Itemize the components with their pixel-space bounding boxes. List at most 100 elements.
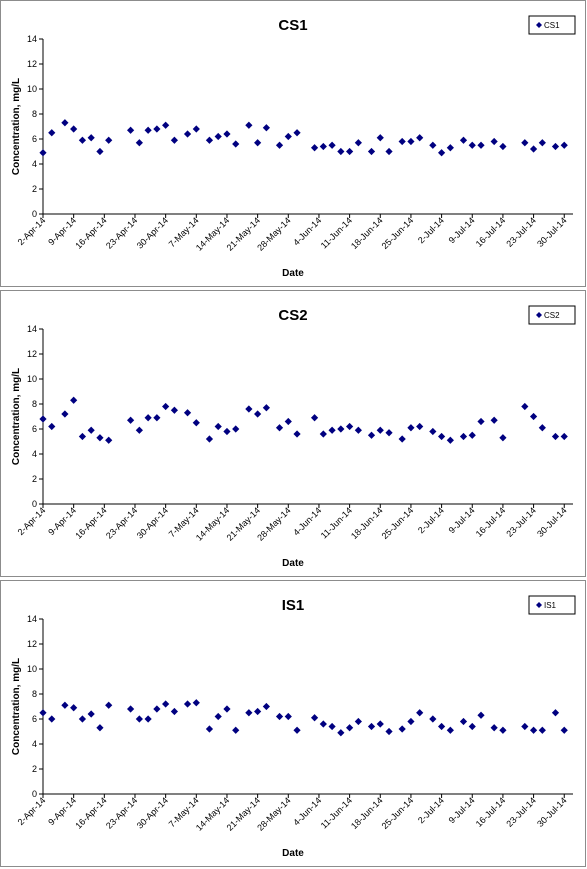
data-point (275, 424, 284, 432)
data-point (459, 717, 468, 726)
data-point (376, 134, 384, 142)
y-tick-label: 10 (27, 664, 37, 674)
data-point (127, 126, 135, 134)
y-tick-label: 10 (27, 84, 37, 94)
data-point (367, 722, 376, 731)
data-point (78, 715, 87, 723)
data-point (499, 726, 507, 734)
data-point (254, 707, 262, 716)
data-point (551, 142, 560, 151)
data-point (153, 125, 161, 133)
y-tick-label: 10 (27, 374, 37, 384)
data-point (78, 432, 87, 441)
x-tick-label: 2-Apr-14 (16, 215, 48, 247)
data-point (490, 416, 498, 424)
data-point (319, 720, 327, 728)
data-point (538, 424, 546, 432)
data-point (135, 139, 143, 147)
x-tick-label: 18-Jun-14 (349, 505, 385, 541)
data-point (232, 726, 240, 734)
data-point (468, 141, 476, 149)
y-tick-label: 0 (32, 789, 37, 799)
data-point (87, 134, 95, 142)
y-tick-label: 14 (27, 34, 37, 44)
y-axis-title: Concentration, mg/L (11, 78, 22, 175)
x-tick-label: 2-Jul-14 (416, 215, 446, 245)
data-point (254, 410, 262, 418)
data-point (87, 710, 95, 718)
x-tick-label: 30-Apr-14 (135, 215, 170, 250)
data-point (223, 705, 231, 713)
legend-box (528, 305, 576, 325)
legend: IS1 (528, 595, 576, 615)
data-point (310, 714, 319, 722)
data-point (232, 425, 240, 433)
y-tick-label: 12 (27, 349, 37, 359)
x-tick-label: 11-Jun-14 (319, 215, 354, 250)
data-point (560, 432, 568, 441)
data-point (96, 724, 104, 732)
data-point (560, 141, 568, 149)
data-point (499, 142, 507, 151)
data-point (560, 726, 568, 734)
data-point (127, 705, 135, 713)
y-tick-label: 0 (32, 499, 37, 509)
x-tick-label: 16-Jul-14 (474, 795, 508, 829)
x-tick-label: 25-Jun-14 (380, 505, 416, 541)
data-point (337, 147, 345, 156)
data-point (262, 124, 270, 132)
x-tick-label: 25-Jun-14 (380, 215, 416, 251)
x-tick-label: 16-Apr-14 (73, 795, 108, 830)
data-point (170, 136, 179, 144)
data-point (416, 422, 424, 431)
data-point (275, 712, 284, 721)
data-point (284, 417, 292, 426)
data-point (127, 416, 135, 424)
data-point (105, 701, 113, 709)
y-tick-label: 8 (32, 689, 37, 699)
data-point (376, 720, 384, 728)
data-point (416, 709, 424, 717)
y-tick-label: 2 (32, 474, 37, 484)
x-tick-label: 9-Jul-14 (447, 795, 477, 825)
data-point (367, 431, 376, 439)
y-tick-label: 2 (32, 764, 37, 774)
y-tick-label: 8 (32, 399, 37, 409)
data-point (214, 422, 222, 431)
data-point (205, 725, 214, 733)
data-point (135, 715, 143, 723)
x-tick-label: 30-Jul-14 (535, 215, 569, 249)
data-point (245, 405, 253, 413)
y-tick-label: 6 (32, 134, 37, 144)
chart-panel-is1: IS1 0 2 4 6 8 10 12 14 2-Apr-14 9-Apr-14 16-Apr-14 2… (0, 580, 586, 867)
data-point (346, 147, 354, 156)
data-point (385, 429, 393, 437)
chart-title: CS2 (278, 307, 307, 324)
data-point (70, 396, 78, 404)
data-point (153, 705, 161, 713)
x-axis-title: Date (282, 558, 304, 569)
data-point (262, 702, 270, 711)
data-point (96, 434, 104, 442)
y-tick-label: 12 (27, 59, 37, 69)
data-point (446, 144, 454, 152)
data-point (144, 126, 152, 134)
data-point (162, 121, 170, 129)
data-point (354, 717, 362, 726)
data-point (144, 414, 152, 422)
legend-marker (536, 312, 542, 318)
y-axis-title: Concentration, mg/L (11, 658, 22, 755)
y-tick-label: 6 (32, 714, 37, 724)
y-tick-label: 14 (27, 324, 37, 334)
data-point (293, 129, 301, 137)
data-point (310, 144, 319, 152)
data-point (490, 724, 498, 732)
x-tick-label: 16-Jul-14 (474, 505, 508, 539)
data-point (223, 427, 231, 436)
data-point (398, 435, 406, 443)
data-point (468, 431, 476, 439)
data-point (551, 432, 560, 441)
data-point (459, 136, 468, 144)
data-point (521, 139, 529, 147)
legend-marker (536, 602, 542, 608)
